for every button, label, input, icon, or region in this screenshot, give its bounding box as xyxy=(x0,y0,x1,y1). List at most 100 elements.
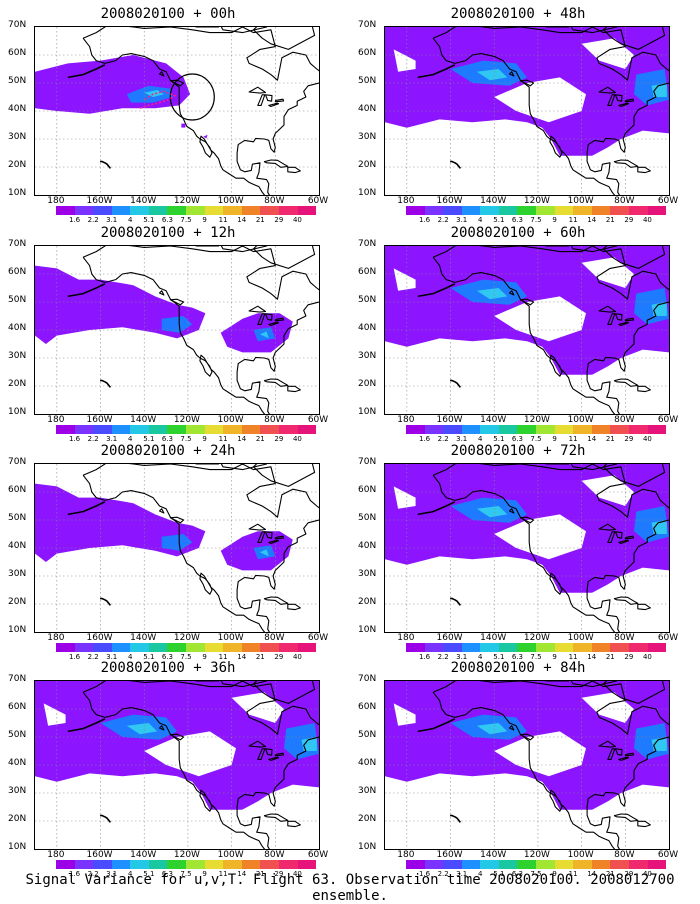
colorbar-label: 29 xyxy=(624,435,634,443)
lat-tick-label: 70N xyxy=(8,674,27,684)
colorbar-label: 40 xyxy=(292,653,302,661)
colorbar-swatch xyxy=(111,206,131,215)
colorbar-label: 9 xyxy=(552,870,557,878)
map-svg xyxy=(35,246,319,414)
map-svg xyxy=(385,27,669,195)
colorbar-label: 1.6 xyxy=(68,870,81,878)
map-panel: 2008020100 + 84h 70N 60N 50N 40N 30N 20N 10N 180… xyxy=(350,660,686,878)
colorbar-swatch xyxy=(536,425,555,434)
colorbar-swatch xyxy=(241,860,261,869)
lat-tick-label: 50N xyxy=(8,76,27,86)
map-panel: 2008020100 + 72h 70N 60N 50N 40N 30N 20N 10N 180… xyxy=(350,443,686,661)
lat-tick-label: 60N xyxy=(8,267,27,277)
lon-tick-label: 140W xyxy=(130,415,157,425)
lon-tick-label: 160W xyxy=(86,196,113,206)
colorbar-swatch xyxy=(241,643,261,652)
colorbar-swatch xyxy=(647,643,667,652)
colorbar-label: 40 xyxy=(642,435,652,443)
lon-tick-label: 60W xyxy=(657,196,679,206)
colorbar-label: 5.1 xyxy=(493,870,505,878)
colorbar-label: 1.6 xyxy=(68,653,81,661)
lon-tick-label: 120W xyxy=(523,633,550,643)
colorbar-swatch xyxy=(241,425,261,434)
colorbar-label: 5.1 xyxy=(493,653,505,661)
colorbar-label: 2.2 xyxy=(87,653,99,661)
colorbar-swatch xyxy=(93,425,112,434)
colorbar-swatch xyxy=(647,425,667,434)
lat-tick-label: 10N xyxy=(8,188,27,198)
colorbar-swatch xyxy=(278,643,298,652)
colorbar-label: 11 xyxy=(218,435,228,443)
colorbar-labels: 1.6 2.2 3.1 4 5.1 6.3 7.5 9 11 14 21 29 40 xyxy=(406,435,666,445)
colorbar-swatch xyxy=(406,206,425,215)
colorbar-swatch xyxy=(498,643,518,652)
colorbar-label: 9 xyxy=(552,435,557,443)
colorbar-label: 3.1 xyxy=(106,870,118,878)
colorbar-swatch xyxy=(480,860,499,869)
lon-tick-label: 80W xyxy=(614,850,635,860)
colorbar-swatch xyxy=(536,206,555,215)
colorbar-label: 3.1 xyxy=(456,216,468,224)
lon-tick-label: 60W xyxy=(657,415,679,425)
map-svg xyxy=(385,246,669,414)
colorbar-swatch xyxy=(443,206,462,215)
colorbar-label: 21 xyxy=(255,653,265,661)
colorbar-swatch xyxy=(297,860,317,869)
map-panel: 2008020100 + 48h 70N 60N 50N 40N 30N 20N 10N 180… xyxy=(350,6,686,224)
colorbar-swatch xyxy=(443,643,462,652)
colorbar-swatch xyxy=(167,425,187,434)
colorbar-label: 14 xyxy=(237,870,247,878)
lon-tick-label: 60W xyxy=(657,850,679,860)
lon-tick-label: 100W xyxy=(217,196,244,206)
colorbar-label: 6.3 xyxy=(161,653,173,661)
colorbar-label: 7.5 xyxy=(530,870,542,878)
colorbar-swatch xyxy=(628,643,648,652)
colorbar-label: 4 xyxy=(128,870,133,878)
map-panel: 2008020100 + 00h 70N 60N 50N 40N 30N 20N 10N 180… xyxy=(0,6,336,224)
colorbar-swatch xyxy=(148,860,168,869)
lon-tick-label: 100W xyxy=(217,850,244,860)
lat-tick-label: 10N xyxy=(358,842,377,852)
colorbar-label: 40 xyxy=(292,216,302,224)
lat-tick-label: 50N xyxy=(358,730,377,740)
colorbar-label: 2.2 xyxy=(437,216,449,224)
colorbar-swatch xyxy=(554,643,574,652)
lat-tick-label: 30N xyxy=(358,569,377,579)
colorbar-swatch xyxy=(297,643,317,652)
lon-tick-label: 100W xyxy=(217,633,244,643)
colorbar-swatch xyxy=(260,425,279,434)
colorbar-swatch xyxy=(167,860,187,869)
lon-tick-label: 120W xyxy=(173,196,200,206)
colorbar-swatch xyxy=(260,860,279,869)
map-svg xyxy=(385,464,669,632)
colorbar-label: 2.2 xyxy=(87,435,99,443)
colorbar-swatch xyxy=(167,206,187,215)
colorbar-swatch xyxy=(443,860,462,869)
lon-tick-label: 60W xyxy=(307,850,329,860)
colorbar-swatch xyxy=(74,206,94,215)
lon-tick-label: 160W xyxy=(436,850,463,860)
colorbar-swatch xyxy=(93,860,112,869)
colorbar-label: 1.6 xyxy=(418,216,431,224)
colorbar-label: 1.6 xyxy=(418,435,431,443)
colorbar-swatch xyxy=(278,425,298,434)
colorbar-label: 14 xyxy=(237,216,247,224)
colorbar-label: 11 xyxy=(568,870,578,878)
lon-tick-label: 180 xyxy=(397,415,415,425)
colorbar-swatch xyxy=(297,206,317,215)
lat-tick-label: 40N xyxy=(358,758,377,768)
colorbar-label: 11 xyxy=(218,216,228,224)
colorbar-swatch xyxy=(573,643,592,652)
lat-tick-label: 30N xyxy=(358,786,377,796)
lat-tick-label: 10N xyxy=(8,842,27,852)
colorbar-label: 14 xyxy=(237,653,247,661)
colorbar-swatch xyxy=(573,860,592,869)
colorbar-swatch xyxy=(424,643,444,652)
lon-tick-label: 100W xyxy=(567,850,594,860)
lat-tick-label: 20N xyxy=(8,597,27,607)
lon-tick-label: 120W xyxy=(523,850,550,860)
colorbar-swatch xyxy=(186,425,205,434)
colorbar-label: 6.3 xyxy=(161,435,173,443)
colorbar-label: 1.6 xyxy=(68,216,81,224)
colorbar-swatch xyxy=(260,643,279,652)
